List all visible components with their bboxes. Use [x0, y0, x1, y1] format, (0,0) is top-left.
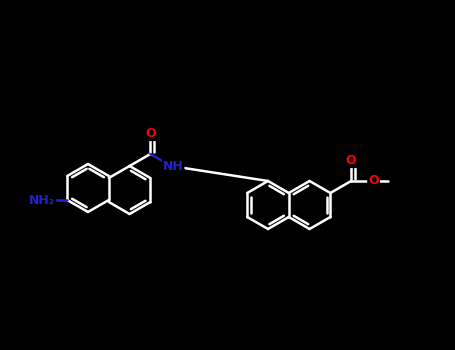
Text: NH₂: NH₂: [29, 194, 55, 206]
Text: O: O: [346, 154, 356, 167]
Text: NH: NH: [163, 160, 183, 173]
Text: O: O: [145, 127, 156, 140]
Text: O: O: [368, 175, 379, 188]
